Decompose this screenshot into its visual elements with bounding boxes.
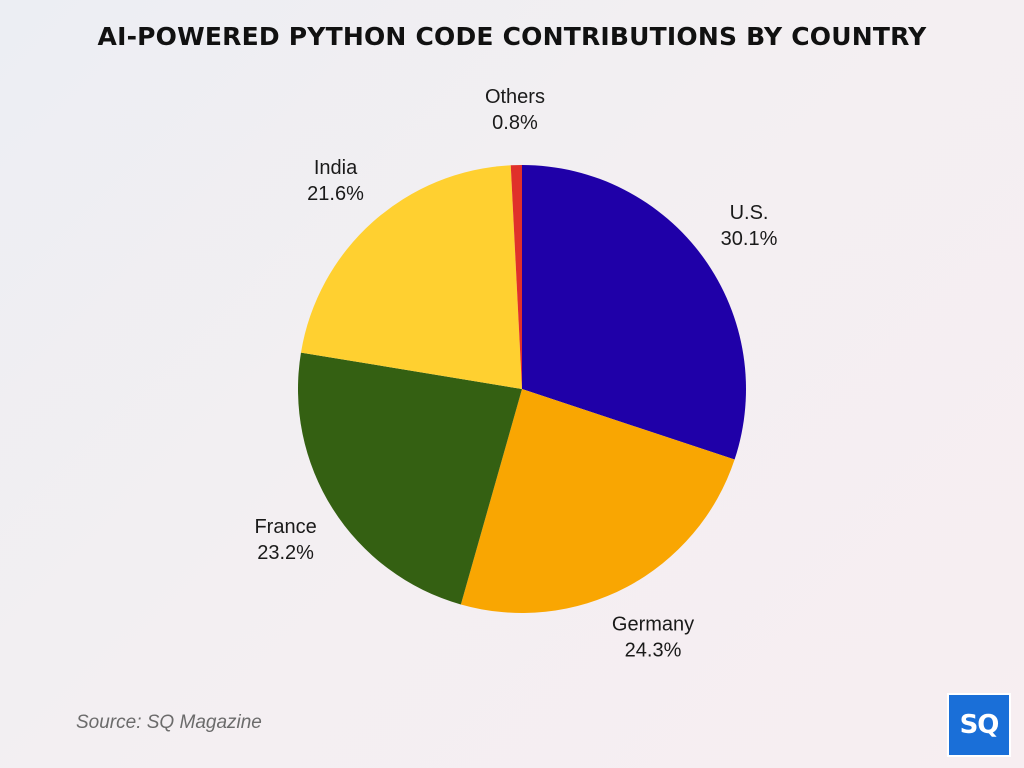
pie-label-value: 23.2%	[257, 542, 314, 564]
source-caption: Source: SQ Magazine	[76, 712, 262, 733]
sq-magazine-logo: SQ	[947, 693, 1011, 757]
pie-slice-france	[298, 352, 522, 605]
pie-labels: U.S. 30.1% Germany 24.3% France 23.2% India 21.…	[254, 86, 777, 661]
chart-title: AI-POWERED PYTHON CODE CONTRIBUTIONS BY …	[97, 22, 927, 51]
pie-label-name: Germany	[612, 613, 694, 635]
pie-label-value: 0.8%	[492, 112, 538, 134]
pie-slice-germany	[460, 389, 735, 614]
pie-label-u-s: U.S. 30.1%	[721, 202, 778, 250]
pie-slice-india	[300, 165, 522, 389]
pie-label-value: 30.1%	[721, 228, 778, 250]
pie-slice-u-s	[522, 165, 747, 460]
pie-label-value: 21.6%	[307, 183, 364, 205]
pie-label-name: U.S.	[730, 202, 769, 224]
pie-label-value: 24.3%	[625, 639, 682, 661]
pie-label-others: Others 0.8%	[485, 86, 545, 134]
pie-label-name: India	[314, 157, 358, 179]
pie-label-germany: Germany 24.3%	[612, 613, 694, 661]
pie-label-name: France	[254, 516, 316, 538]
pie-label-name: Others	[485, 86, 545, 108]
pie-slices	[298, 165, 747, 614]
pie-label-france: France 23.2%	[254, 516, 316, 564]
pie-label-india: India 21.6%	[307, 157, 364, 205]
pie-slice-others	[510, 165, 522, 389]
